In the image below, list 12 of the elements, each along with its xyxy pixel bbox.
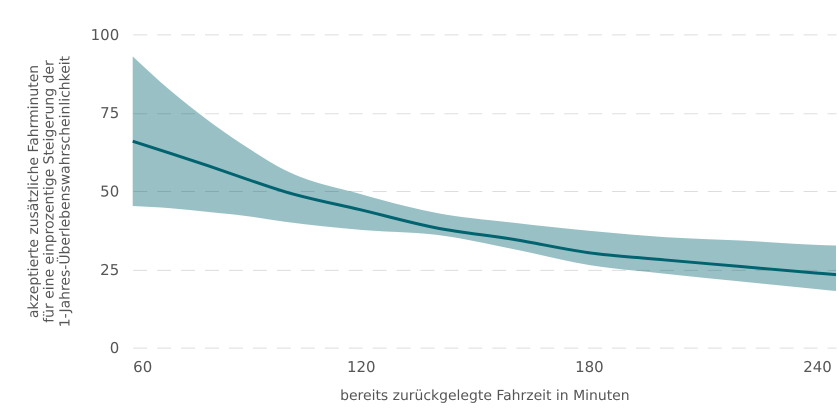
y-tick-label: 75 bbox=[100, 104, 120, 122]
x-tick-label: 120 bbox=[347, 358, 376, 376]
y-tick-label: 50 bbox=[100, 182, 120, 201]
y-axis-title: akzeptierte zusätzliche Fahrminuten für eine einprozentige Steigerung der 1-Jahres-Überlebenswahrscheinlichkeit bbox=[26, 55, 74, 328]
x-axis-title: bereits zurückgelegte Fahrzeit in Minuten bbox=[340, 388, 630, 404]
x-tick-label: 180 bbox=[575, 358, 604, 376]
y-tick-label: 100 bbox=[90, 26, 120, 44]
x-tick-label: 240 bbox=[803, 358, 832, 376]
y-tick-label: 25 bbox=[100, 260, 120, 279]
x-tick-label: 60 bbox=[133, 358, 152, 376]
y-tick-label: 0 bbox=[110, 339, 120, 358]
line-series bbox=[131, 140, 838, 276]
